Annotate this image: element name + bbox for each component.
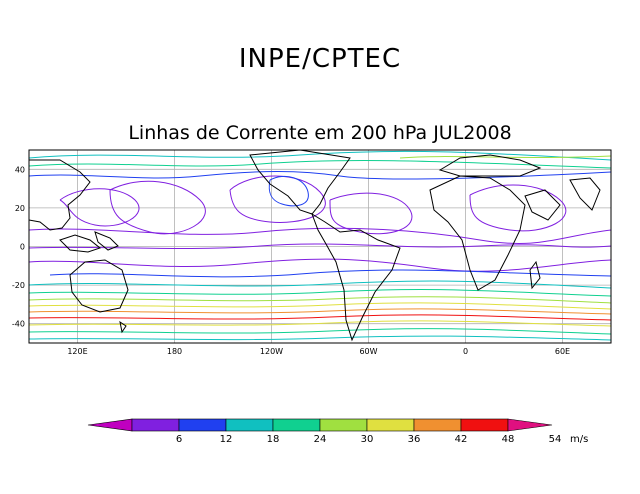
longitude-axis: 120E 180 120W 60W 0 60E (67, 347, 570, 356)
colorbar-segment (225, 418, 274, 432)
colorbar-tick-label: 18 (267, 434, 280, 445)
colorbar-tick-label: 24 (314, 434, 327, 445)
continent-outlines (29, 150, 601, 342)
colorbar-tick-label: 6 (176, 434, 182, 445)
lat-tick-label: 20 (15, 204, 25, 213)
colorbar-tick-label: 54 (549, 434, 562, 445)
colorbar-segment (507, 418, 553, 432)
map-frame (28, 149, 612, 344)
colorbar-tick-label: 42 (455, 434, 468, 445)
colorbar-tick-label: 30 (361, 434, 374, 445)
colorbar-segment (319, 418, 368, 432)
lon-tick-label: 0 (463, 347, 468, 356)
lat-tick-label: 40 (15, 165, 25, 174)
colorbar-tick-label: 48 (502, 434, 515, 445)
chart-title: Linhas de Corrente em 200 hPa JUL2008 (128, 122, 512, 144)
colorbar-unit: m/s (570, 434, 588, 445)
colorbar: 6 12 18 24 30 36 42 48 54 (87, 418, 562, 445)
colorbar-segment (272, 418, 321, 432)
lon-tick-label: 60E (555, 347, 570, 356)
lat-tick-label: -20 (12, 281, 25, 290)
colorbar-tick-label: 12 (220, 434, 233, 445)
header-title: INPE/CPTEC (238, 44, 402, 74)
lon-tick-label: 60W (359, 347, 377, 356)
lat-tick-label: -40 (12, 320, 25, 329)
lon-tick-label: 180 (167, 347, 182, 356)
colorbar-segment (178, 418, 227, 432)
lon-tick-label: 120W (260, 347, 283, 356)
colorbar-segment (131, 418, 180, 432)
colorbar-tick-label: 36 (408, 434, 421, 445)
colorbar-segment (87, 418, 133, 432)
colorbar-segment (366, 418, 415, 432)
lat-tick-label: 0 (20, 243, 25, 252)
latitude-axis: 40 20 0 -20 -40 (12, 165, 25, 328)
colorbar-segment (413, 418, 462, 432)
colorbar-segment (460, 418, 509, 432)
streamlines (29, 150, 611, 341)
lon-tick-label: 120E (67, 347, 87, 356)
